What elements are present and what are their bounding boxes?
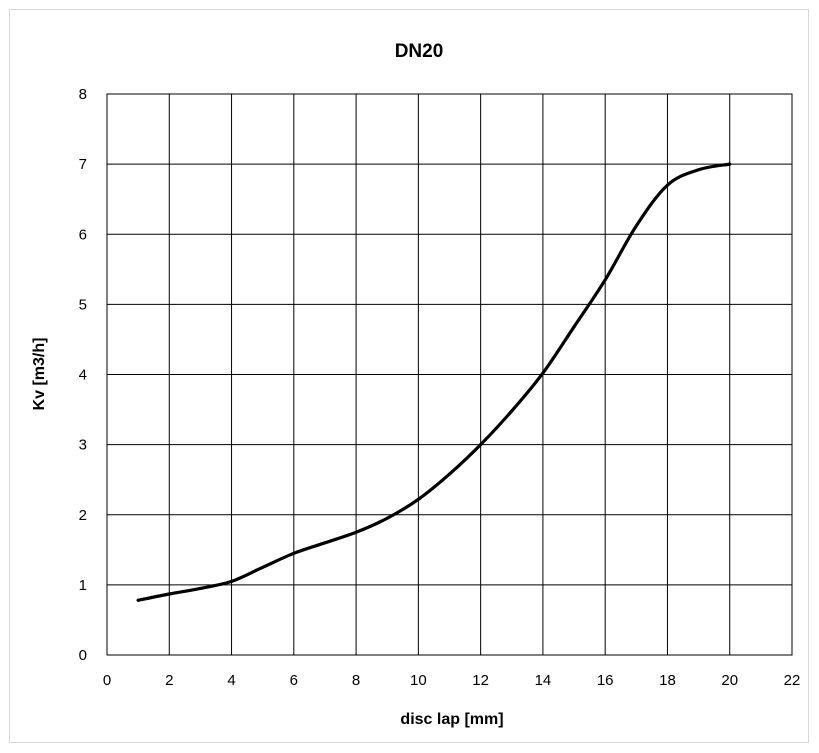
data-point <box>136 598 140 602</box>
data-point <box>385 516 389 520</box>
x-tick-label: 6 <box>290 672 298 689</box>
x-tick-label: 4 <box>227 672 235 689</box>
x-tick-label: 18 <box>659 672 676 689</box>
data-point <box>728 162 732 166</box>
data-point <box>354 530 358 534</box>
data-point <box>572 325 576 329</box>
series-line <box>136 162 732 602</box>
data-points <box>136 162 732 602</box>
y-tick-label: 8 <box>79 86 87 103</box>
data-point <box>292 551 296 555</box>
x-axis-ticks: 0 2 4 6 8 10 12 14 16 18 20 22 <box>103 672 801 689</box>
y-tick-label: 2 <box>79 507 87 524</box>
y-tick-label: 5 <box>79 296 87 313</box>
data-point <box>198 586 202 590</box>
plot-area-border <box>106 93 793 656</box>
data-point <box>416 497 420 501</box>
data-point <box>697 168 701 172</box>
data-point <box>479 443 483 447</box>
y-tick-label: 7 <box>79 156 87 173</box>
x-tick-label: 16 <box>597 672 614 689</box>
data-point <box>603 278 607 282</box>
x-tick-label: 22 <box>784 672 801 689</box>
data-point <box>261 565 265 569</box>
chart-title: DN20 <box>395 41 444 62</box>
y-axis-ticks: 0 1 2 3 4 5 6 7 8 <box>79 86 87 664</box>
x-tick-label: 0 <box>103 672 111 689</box>
gridlines <box>106 93 793 656</box>
x-axis-label: disc lap [mm] <box>400 711 503 728</box>
y-axis-label: Kv [m3/h] <box>31 338 48 411</box>
data-point <box>541 371 545 375</box>
x-tick-label: 12 <box>472 672 489 689</box>
y-tick-label: 3 <box>79 437 87 454</box>
y-tick-label: 6 <box>79 226 87 243</box>
x-tick-label: 14 <box>535 672 552 689</box>
y-tick-label: 4 <box>79 367 87 384</box>
x-tick-label: 8 <box>352 672 360 689</box>
data-point <box>634 224 638 228</box>
data-point <box>323 541 327 545</box>
x-tick-label: 2 <box>165 672 173 689</box>
x-tick-label: 10 <box>410 672 427 689</box>
y-tick-label: 0 <box>79 647 87 664</box>
data-point <box>448 472 451 476</box>
y-tick-label: 1 <box>79 577 87 594</box>
x-tick-label: 20 <box>721 672 738 689</box>
data-point <box>167 592 171 596</box>
data-point <box>510 409 514 413</box>
data-point <box>230 579 234 583</box>
data-point <box>665 183 669 187</box>
